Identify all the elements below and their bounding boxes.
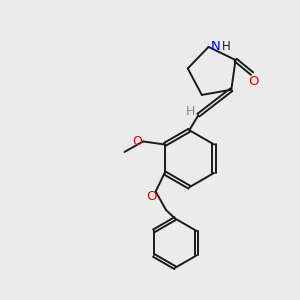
Text: H: H xyxy=(185,105,195,118)
Text: H: H xyxy=(222,40,231,53)
Text: O: O xyxy=(248,74,259,88)
Text: O: O xyxy=(146,190,156,203)
Text: N: N xyxy=(210,40,220,53)
Text: O: O xyxy=(133,135,142,148)
